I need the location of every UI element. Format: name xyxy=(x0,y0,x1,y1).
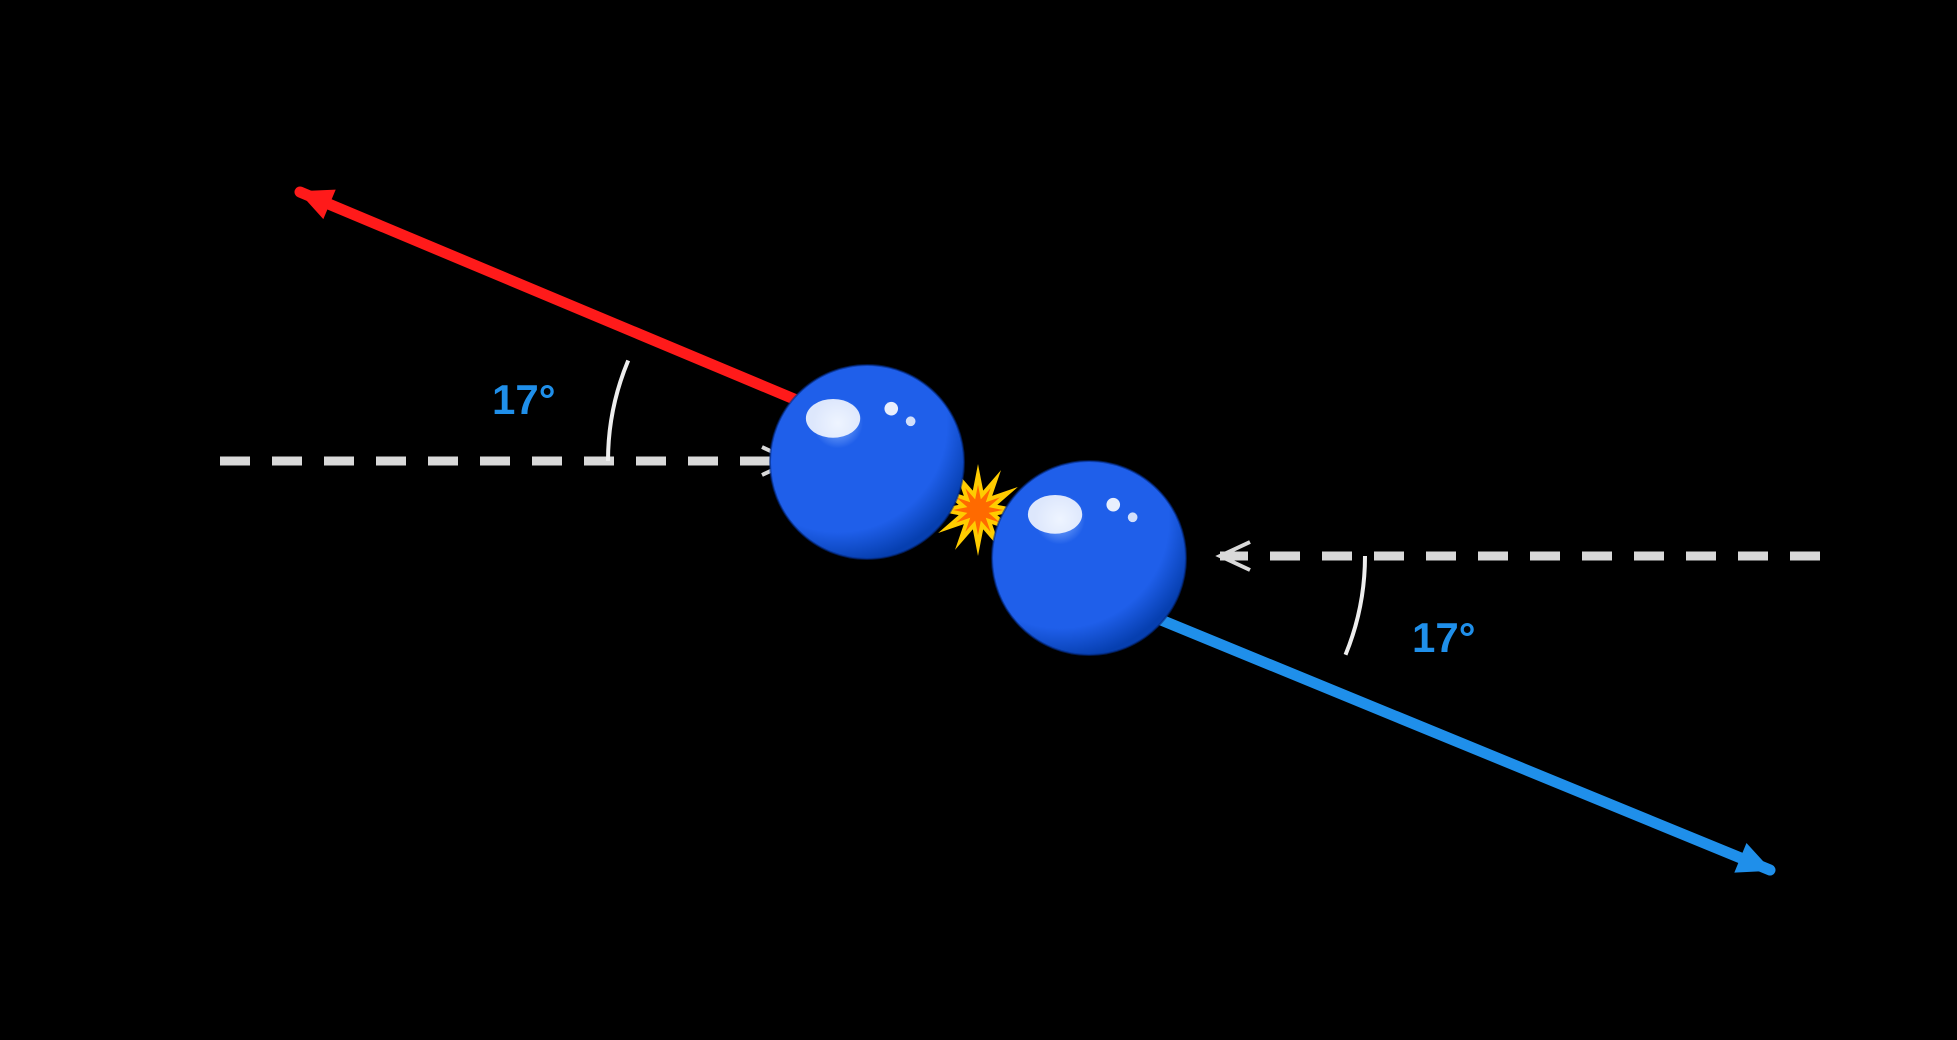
collision-starburst xyxy=(953,485,1004,536)
angle-label-lower: 17° xyxy=(1412,614,1476,662)
angle-label-upper: 17° xyxy=(492,376,556,424)
sphere-right xyxy=(992,461,1186,655)
outgoing-upper-arrow xyxy=(300,192,868,430)
sphere-left xyxy=(770,365,964,559)
collision-diagram: 17° 17° xyxy=(0,0,1957,1040)
diagram-svg xyxy=(0,0,1957,1040)
angle-arc-lower xyxy=(1346,556,1365,655)
angle-arc-upper xyxy=(608,361,628,461)
